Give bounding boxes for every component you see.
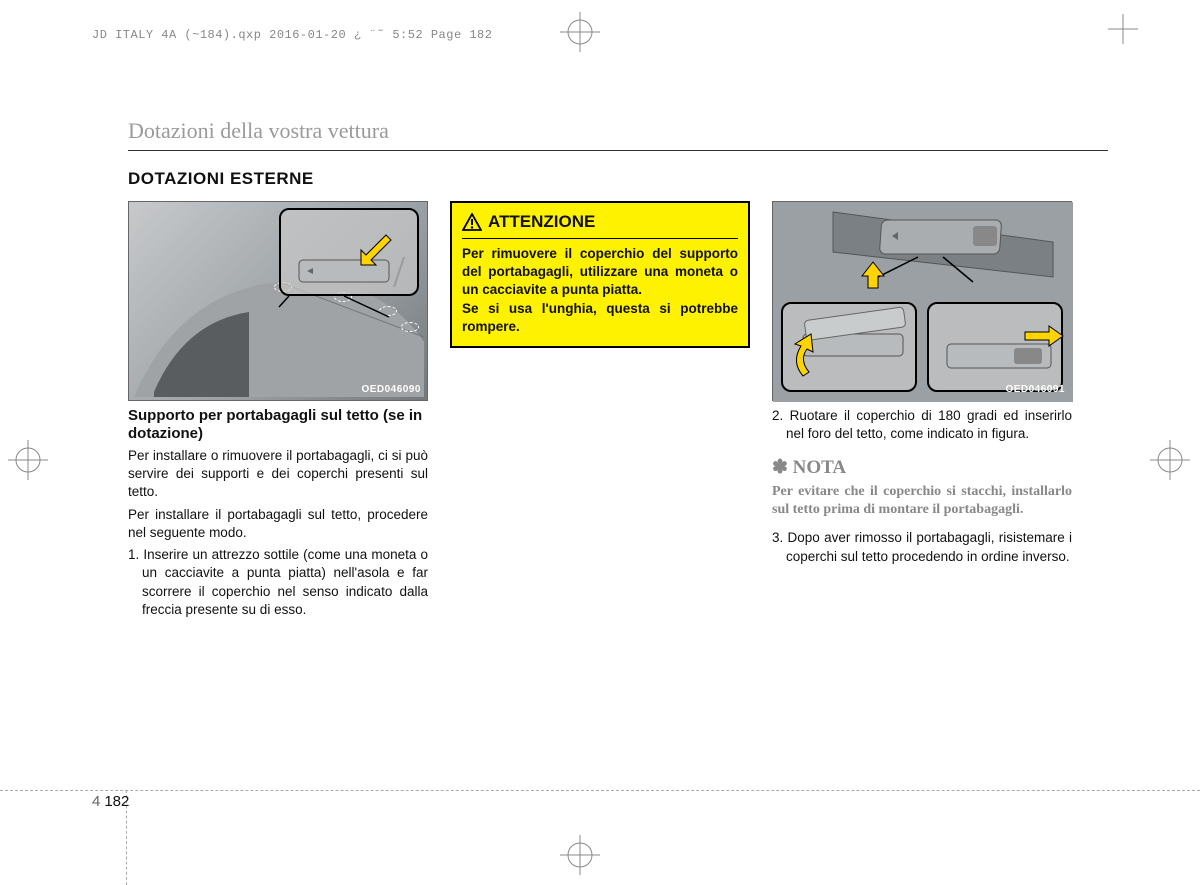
inset-left-svg — [783, 304, 919, 394]
warning-header: ATTENZIONE — [462, 211, 738, 239]
figure-cover-rotate: OED046091 — [772, 201, 1072, 401]
step-1: 1. Inserire un attrezzo sottile (come un… — [128, 546, 428, 619]
page-section: 4 — [92, 793, 100, 810]
section-heading: DOTAZIONI ESTERNE — [128, 169, 1090, 189]
page-number: 4182 — [92, 793, 129, 810]
warning-icon — [462, 213, 482, 231]
column-left: OED046090 Supporto per portabagagli sul … — [128, 201, 428, 623]
warning-title: ATTENZIONE — [488, 211, 595, 234]
columns: OED046090 Supporto per portabagagli sul … — [128, 201, 1090, 623]
crop-mark-top — [560, 12, 600, 52]
inset-right-svg — [929, 304, 1065, 394]
page-page: 182 — [104, 793, 129, 810]
column-right: OED046091 2. Ruotare il coperchio di 180… — [772, 201, 1072, 623]
leader-lines — [129, 202, 429, 402]
heading-rule — [128, 150, 1108, 151]
crop-mark-bottom — [560, 835, 600, 875]
prepress-meta: JD ITALY 4A (~184).qxp 2016-01-20 ¿ ¨˜ 5… — [92, 28, 492, 42]
page-content: Dotazioni della vostra vettura DOTAZIONI… — [128, 118, 1090, 623]
paragraph-1: Per installare o rimuovere il portabagag… — [128, 447, 428, 502]
figure-roof-rack: OED046090 — [128, 201, 428, 401]
figure2-caption: OED046091 — [1005, 383, 1065, 397]
warning-box: ATTENZIONE Per rimuovere il coperchio de… — [450, 201, 750, 348]
warning-line2: Se si usa l'unghia, questa si potrebbe r… — [462, 300, 738, 336]
step-2: 2. Ruotare il coperchio di 180 gradi ed … — [772, 407, 1072, 443]
column-middle: ATTENZIONE Per rimuovere il coperchio de… — [450, 201, 750, 623]
warning-line1: Per rimuovere il coperchio del supporto … — [462, 245, 738, 300]
step-3: 3. Dopo aver rimosso il portabagagli, ri… — [772, 529, 1072, 565]
paragraph-2: Per installare il portabagagli sul tetto… — [128, 506, 428, 542]
nota-heading: NOTA — [772, 455, 1072, 481]
figure1-caption: OED046090 — [361, 383, 421, 397]
up-arrow-icon — [858, 260, 888, 290]
corner-mark-tr — [1108, 14, 1138, 44]
nota-text: Per evitare che il coperchio si stacchi,… — [772, 483, 1072, 519]
crop-mark-right — [1150, 440, 1190, 480]
subsection-heading: Supporto per portabagagli sul tetto (se … — [128, 407, 428, 443]
trim-dash-h — [0, 790, 1200, 791]
crop-mark-left — [8, 440, 48, 480]
chapter-title: Dotazioni della vostra vettura — [128, 118, 1090, 144]
